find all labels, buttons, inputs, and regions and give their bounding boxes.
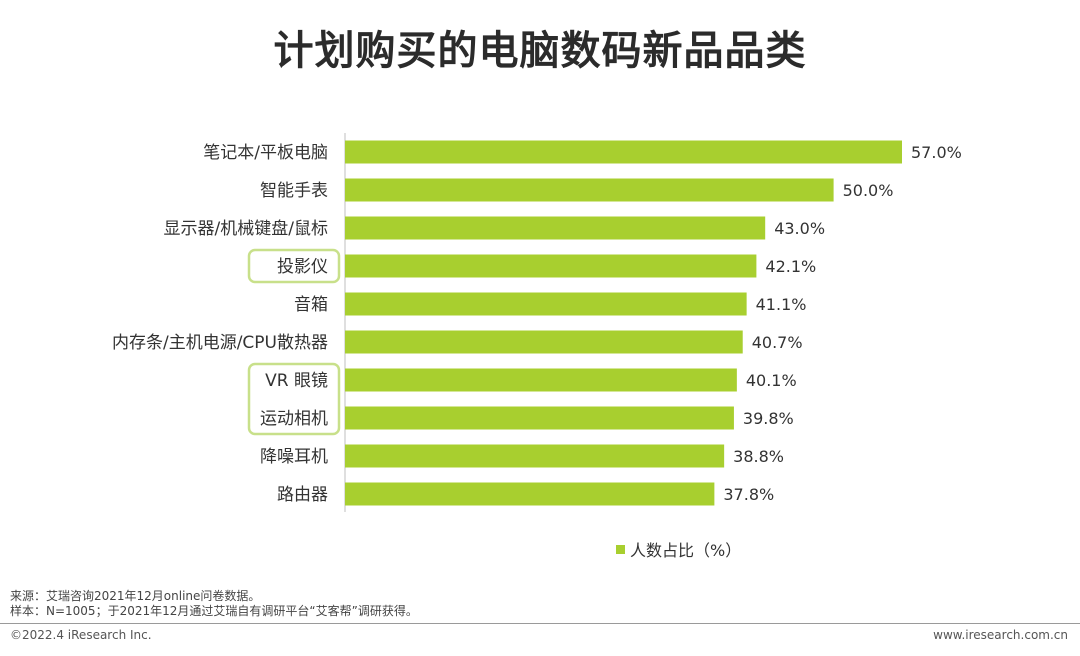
value-label: 40.7%	[752, 333, 803, 352]
category-label: 路由器	[277, 485, 328, 505]
value-label: 43.0%	[774, 219, 825, 238]
chart-title: 计划购买的电脑数码新品品类	[273, 28, 807, 74]
value-label: 40.1%	[746, 371, 797, 390]
bar-chart: 笔记本/平板电脑智能手表显示器/机械键盘/鼠标投影仪音箱内存条/主机电源/CPU…	[112, 133, 962, 512]
copyright: ©2022.4 iResearch Inc.	[10, 628, 152, 642]
category-label: VR 眼镜	[265, 371, 328, 391]
bar	[345, 444, 725, 468]
highlight-outlines	[247, 248, 341, 436]
bar	[345, 216, 766, 240]
category-label: 智能手表	[260, 181, 328, 201]
bars-group	[345, 140, 902, 506]
bar	[345, 254, 757, 278]
bar	[345, 140, 902, 164]
bar	[345, 178, 834, 202]
category-label: 降噪耳机	[260, 447, 328, 467]
highlight-outline	[247, 362, 341, 436]
value-labels: 57.0% 50.0% 43.0% 42.1% 41.1% 40.7% 40.1% 39.8%…	[723, 143, 961, 504]
footer-divider	[0, 623, 1080, 624]
category-label: 音箱	[294, 295, 328, 315]
category-labels: 笔记本/平板电脑智能手表显示器/机械键盘/鼠标投影仪音箱内存条/主机电源/CPU…	[112, 143, 328, 505]
category-label: 笔记本/平板电脑	[203, 143, 328, 163]
category-label: 显示器/机械键盘/鼠标	[164, 219, 328, 239]
source-note: 来源：艾瑞咨询2021年12月online问卷数据。	[10, 589, 261, 603]
value-label: 50.0%	[843, 181, 894, 200]
category-label: 投影仪	[277, 257, 328, 277]
sample-note: 样本：N=1005；于2021年12月通过艾瑞自有调研平台“艾客帮”调研获得。	[10, 604, 418, 618]
value-label: 39.8%	[743, 409, 794, 428]
value-label: 37.8%	[723, 485, 774, 504]
value-label: 38.8%	[733, 447, 784, 466]
highlight-outline	[247, 248, 341, 284]
bar	[345, 330, 743, 354]
bar	[345, 368, 737, 392]
footer-notes: 来源：艾瑞咨询2021年12月online问卷数据。 样本：N=1005；于20…	[10, 589, 418, 619]
website-url: www.iresearch.com.cn	[933, 628, 1068, 642]
value-label: 57.0%	[911, 143, 962, 162]
category-label: 内存条/主机电源/CPU散热器	[112, 333, 328, 353]
legend-swatch	[616, 544, 625, 554]
bar	[345, 482, 715, 506]
bar	[345, 406, 734, 430]
value-label: 42.1%	[765, 257, 816, 276]
legend-label: 人数占比（%）	[630, 541, 742, 560]
category-label: 运动相机	[260, 409, 328, 429]
value-label: 41.1%	[756, 295, 807, 314]
legend: 人数占比（%）	[616, 537, 741, 561]
bar	[345, 292, 747, 316]
